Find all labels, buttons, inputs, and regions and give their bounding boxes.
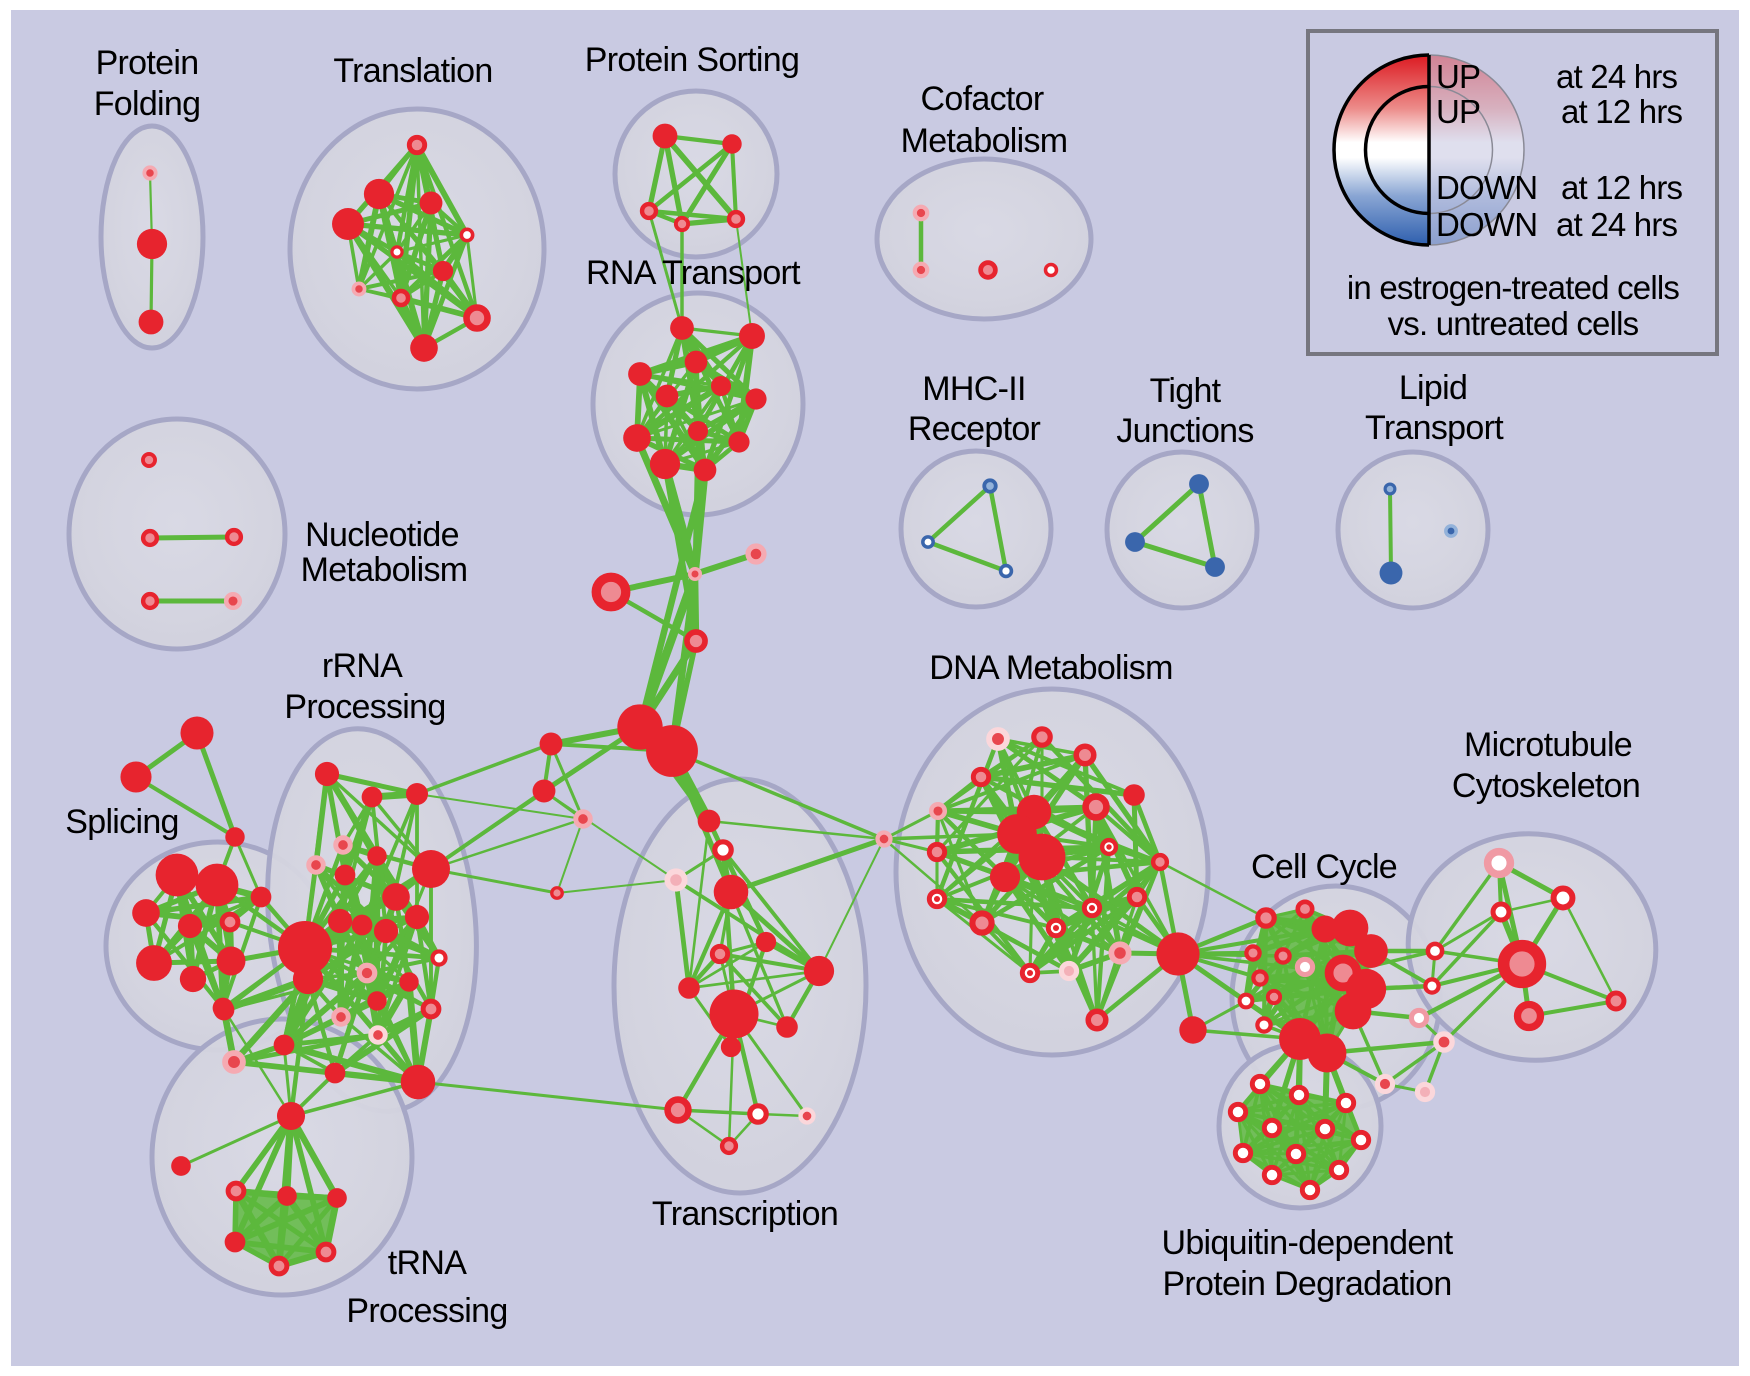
svg-text:Processing: Processing [284,688,445,726]
svg-text:vs. untreated cells: vs. untreated cells [1388,305,1639,342]
svg-text:Metabolism: Metabolism [301,551,468,589]
svg-text:Nucleotide: Nucleotide [305,516,459,554]
svg-text:Lipid: Lipid [1399,369,1467,407]
svg-text:Transport: Transport [1365,409,1504,447]
svg-text:Splicing: Splicing [65,803,178,841]
svg-text:Microtubule: Microtubule [1464,726,1632,764]
svg-text:MHC-II: MHC-II [922,370,1025,408]
svg-text:Protein: Protein [96,44,199,82]
svg-text:at 12 hrs: at 12 hrs [1561,93,1683,130]
svg-text:Processing: Processing [346,1292,507,1330]
svg-text:Protein Degradation: Protein Degradation [1162,1265,1451,1303]
svg-text:Folding: Folding [94,85,201,123]
svg-text:UP: UP [1436,58,1480,95]
svg-text:RNA Transport: RNA Transport [586,254,801,292]
svg-text:Translation: Translation [333,52,492,90]
svg-text:Cytoskeleton: Cytoskeleton [1452,767,1640,805]
svg-text:at 24 hrs: at 24 hrs [1556,58,1678,95]
svg-text:in estrogen-treated cells: in estrogen-treated cells [1347,269,1679,306]
svg-text:Tight: Tight [1150,372,1222,410]
svg-text:Protein Sorting: Protein Sorting [585,41,799,79]
svg-text:Receptor: Receptor [908,410,1041,448]
svg-text:UP: UP [1436,93,1480,130]
svg-text:Metabolism: Metabolism [901,122,1068,160]
svg-text:at 12 hrs: at 12 hrs [1561,169,1683,206]
svg-text:Cofactor: Cofactor [921,80,1044,118]
svg-text:Ubiquitin-dependent: Ubiquitin-dependent [1161,1224,1453,1262]
svg-text:DOWN: DOWN [1436,169,1537,206]
svg-text:DNA Metabolism: DNA Metabolism [929,649,1172,687]
svg-text:tRNA: tRNA [388,1244,467,1282]
svg-text:at 24 hrs: at 24 hrs [1556,206,1678,243]
svg-text:DOWN: DOWN [1436,206,1537,243]
svg-text:Cell Cycle: Cell Cycle [1251,848,1397,886]
svg-text:Junctions: Junctions [1116,412,1253,450]
svg-text:Transcription: Transcription [652,1195,838,1233]
svg-text:rRNA: rRNA [322,647,403,685]
